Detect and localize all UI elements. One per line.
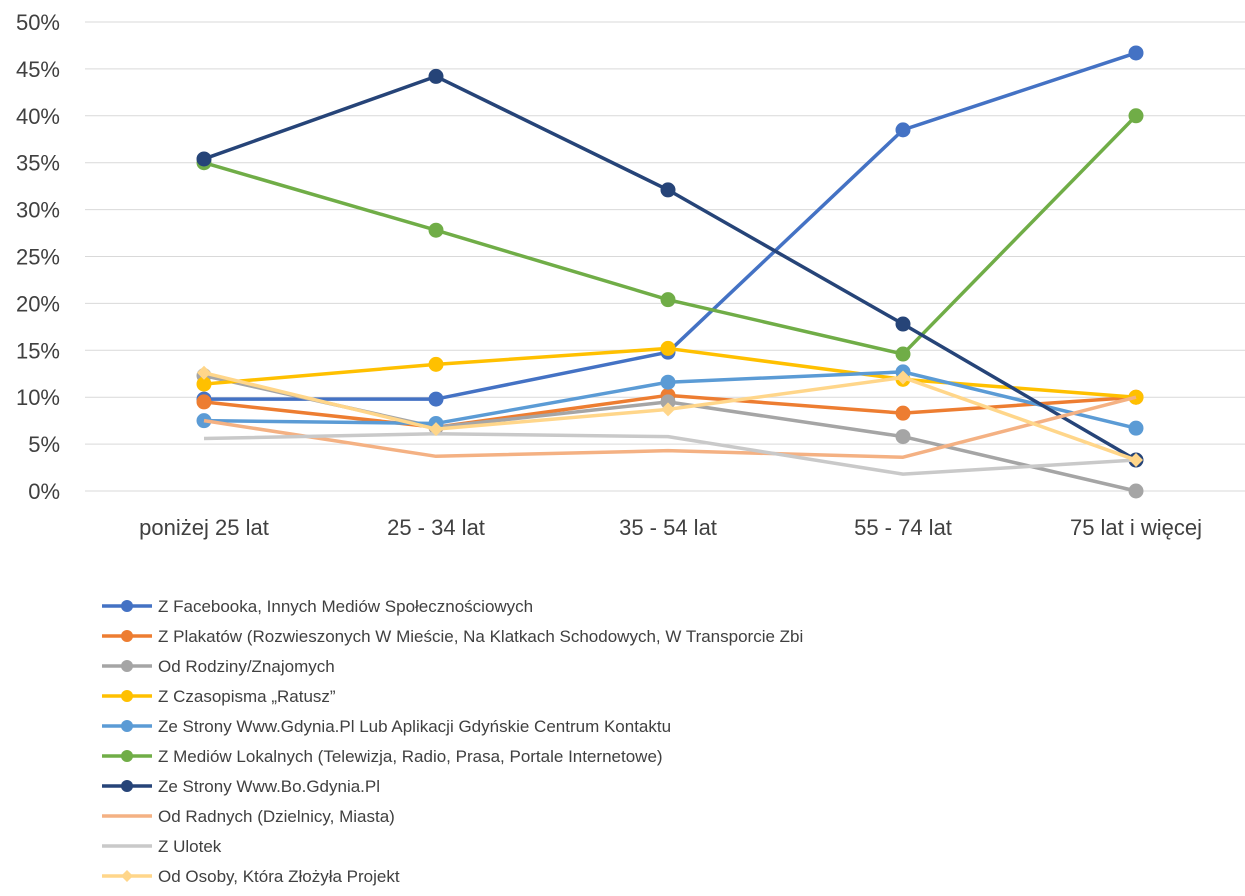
legend-label: Z Facebooka, Innych Mediów Społecznościo… [158, 597, 533, 616]
y-tick-label: 35% [16, 151, 60, 176]
legend-label: Z Ulotek [158, 837, 222, 856]
legend-marker [121, 660, 133, 672]
legend: Z Facebooka, Innych Mediów Społecznościo… [102, 597, 803, 886]
legend-item: Z Plakatów (Rozwieszonych W Mieście, Na … [102, 627, 803, 646]
legend-item: Ze Strony Www.Bo.Gdynia.Pl [102, 777, 380, 796]
legend-item: Od Radnych (Dzielnicy, Miasta) [102, 807, 395, 826]
y-tick-label: 10% [16, 385, 60, 410]
x-tick-label: poniżej 25 lat [139, 515, 269, 540]
legend-label: Z Czasopisma „Ratusz” [158, 687, 336, 706]
series-line [203, 432, 1137, 476]
data-point [660, 182, 676, 198]
series-line [203, 114, 1138, 356]
y-axis-ticks: 0% 5% 10% 15% 20% 25% 30% 35% 40% 45% 50% [16, 10, 60, 504]
data-point [895, 429, 911, 445]
series-3 [196, 340, 1144, 405]
data-point [1129, 453, 1143, 468]
data-point [660, 340, 676, 356]
data-point [1128, 483, 1144, 499]
legend-item: Od Rodziny/Znajomych [102, 657, 335, 676]
y-tick-label: 45% [16, 57, 60, 82]
data-point [1128, 45, 1144, 61]
series-7 [203, 395, 1137, 459]
legend-item: Z Ulotek [102, 837, 222, 856]
x-tick-label: 75 lat i więcej [1070, 515, 1202, 540]
y-tick-label: 15% [16, 338, 60, 363]
data-point [428, 356, 444, 372]
data-point [895, 405, 911, 421]
data-point [196, 151, 212, 167]
legend-label: Ze Strony Www.Gdynia.Pl Lub Aplikacji Gd… [158, 717, 671, 736]
legend-marker [121, 630, 133, 642]
legend-item: Ze Strony Www.Gdynia.Pl Lub Aplikacji Gd… [102, 717, 671, 736]
data-point [660, 374, 676, 390]
y-tick-label: 30% [16, 198, 60, 223]
legend-label: Od Rodziny/Znajomych [158, 657, 335, 676]
series-5 [196, 108, 1144, 362]
legend-label: Od Radnych (Dzielnicy, Miasta) [158, 807, 395, 826]
data-point [1128, 420, 1144, 436]
data-point [895, 122, 911, 138]
data-point [1128, 108, 1144, 124]
data-point [661, 402, 675, 417]
legend-marker [121, 600, 133, 612]
data-point [429, 422, 443, 437]
data-point [428, 68, 444, 84]
data-point [896, 370, 910, 385]
legend-label: Z Plakatów (Rozwieszonych W Mieście, Na … [158, 627, 803, 646]
x-axis-ticks: poniżej 25 lat 25 - 34 lat 35 - 54 lat 55 -… [139, 515, 1202, 540]
data-point [895, 346, 911, 362]
legend-marker [121, 750, 133, 762]
data-point [428, 222, 444, 238]
data-point [660, 292, 676, 308]
data-point [197, 365, 211, 380]
legend-marker [121, 780, 133, 792]
legend-label: Od Osoby, Która Złożyła Projekt [158, 867, 400, 886]
series-8 [203, 432, 1137, 476]
x-tick-label: 25 - 34 lat [387, 515, 485, 540]
y-tick-label: 0% [28, 479, 60, 504]
legend-item: Z Mediów Lokalnych (Telewizja, Radio, Pr… [102, 747, 663, 766]
x-tick-label: 55 - 74 lat [854, 515, 952, 540]
legend-marker [121, 870, 133, 882]
legend-marker [121, 720, 133, 732]
legend-marker [121, 690, 133, 702]
series-line [203, 395, 1137, 459]
x-tick-label: 35 - 54 lat [619, 515, 717, 540]
y-tick-label: 40% [16, 104, 60, 129]
legend-item: Z Facebooka, Innych Mediów Społecznościo… [102, 597, 533, 616]
series-9 [197, 365, 1143, 468]
data-point [895, 316, 911, 332]
legend-label: Z Mediów Lokalnych (Telewizja, Radio, Pr… [158, 747, 663, 766]
legend-item: Od Osoby, Która Złożyła Projekt [102, 867, 400, 886]
series-lines [196, 45, 1144, 499]
legend-label: Ze Strony Www.Bo.Gdynia.Pl [158, 777, 380, 796]
y-tick-label: 50% [16, 10, 60, 35]
legend-item: Z Czasopisma „Ratusz” [102, 687, 336, 706]
y-tick-label: 5% [28, 432, 60, 457]
data-point [428, 391, 444, 407]
y-tick-label: 20% [16, 291, 60, 316]
data-point [196, 394, 212, 410]
y-tick-label: 25% [16, 245, 60, 270]
